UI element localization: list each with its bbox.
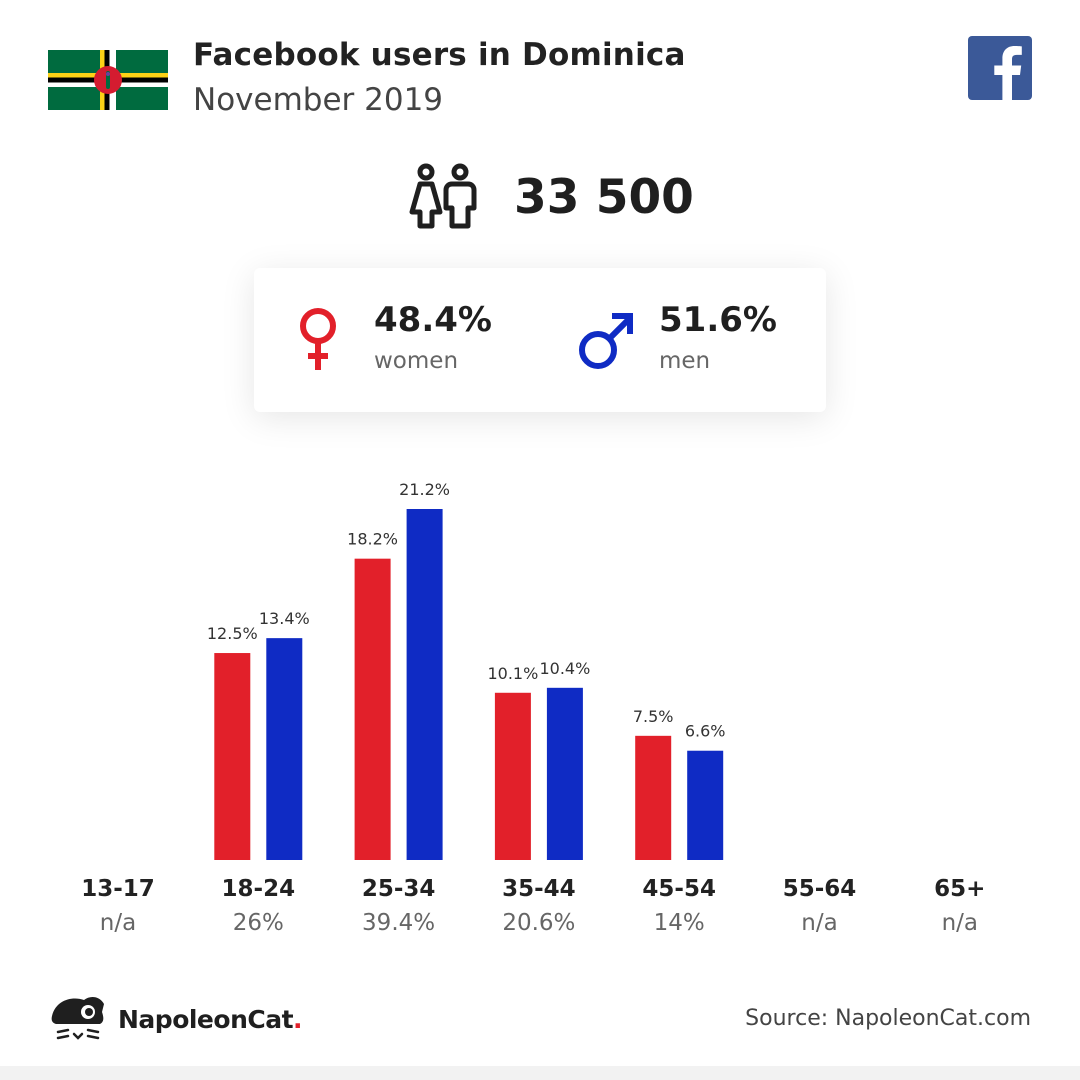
category-total-65+: n/a <box>941 910 978 936</box>
data-label-women-35-44: 10.1% <box>487 664 538 683</box>
people-icon <box>409 163 477 228</box>
dominica-flag-icon <box>48 50 168 110</box>
women-label: women <box>374 348 459 374</box>
data-label-men-45-54: 6.6% <box>685 722 726 741</box>
category-total-55-64: n/a <box>801 910 838 936</box>
bar-men-25-34 <box>406 509 443 860</box>
napoleoncat-logo-icon <box>51 996 104 1040</box>
category-total-18-24: 26% <box>232 910 284 936</box>
category-label-25-34: 25-34 <box>361 876 436 902</box>
women-percentage: 48.4% <box>374 300 492 340</box>
category-label-65+: 65+ <box>934 876 986 902</box>
total-users-block: 33 500 <box>408 160 694 235</box>
bar-men-18-24 <box>266 638 303 860</box>
category-label-13-17: 13-17 <box>81 876 155 902</box>
category-label-45-54: 45-54 <box>642 876 716 902</box>
category-total-35-44: 20.6% <box>502 910 576 936</box>
facebook-logo-icon <box>968 36 1032 100</box>
data-label-women-25-34: 18.2% <box>347 530 398 549</box>
napoleoncat-brand: NapoleonCat. <box>48 994 303 1044</box>
data-label-men-25-34: 21.2% <box>399 480 450 499</box>
category-label-18-24: 18-24 <box>221 876 296 902</box>
age-gender-bar-chart: 12.5%13.4% 18.2% 21.2% 10.1% 10.4% 7.5% 6.6% <box>207 480 726 860</box>
data-label-men-18-24: 13.4% <box>259 609 310 628</box>
bar-women-45-54 <box>635 735 672 860</box>
total-users-value: 33 500 <box>514 170 694 225</box>
brand-name: NapoleonCat. <box>118 1004 303 1034</box>
data-label-women-45-54: 7.5% <box>633 707 674 726</box>
gender-split-card: 48.4% women 51.6% men <box>254 268 826 412</box>
men-percentage: 51.6% <box>659 300 777 340</box>
female-icon <box>300 308 336 370</box>
category-label-35-44: 35-44 <box>502 876 576 902</box>
bar-men-35-44 <box>546 687 583 860</box>
data-label-women-18-24: 12.5% <box>207 624 258 643</box>
source-credit: Source: NapoleonCat.com <box>745 1006 1031 1031</box>
male-icon <box>579 313 633 369</box>
bottom-strip <box>0 1066 1080 1080</box>
category-label-55-64: 55-64 <box>782 876 857 902</box>
category-total-25-34: 39.4% <box>362 910 436 936</box>
men-label: men <box>659 348 711 374</box>
category-total-45-54: 14% <box>653 910 705 936</box>
data-label-men-35-44: 10.4% <box>539 659 590 678</box>
page-subtitle: November 2019 <box>193 82 444 118</box>
bar-men-45-54 <box>687 750 724 860</box>
page-title: Facebook users in Dominica <box>193 37 686 73</box>
bar-women-35-44 <box>494 692 531 860</box>
bar-women-18-24 <box>214 653 251 860</box>
category-total-13-17: n/a <box>99 910 137 936</box>
bar-women-25-34 <box>354 558 391 860</box>
